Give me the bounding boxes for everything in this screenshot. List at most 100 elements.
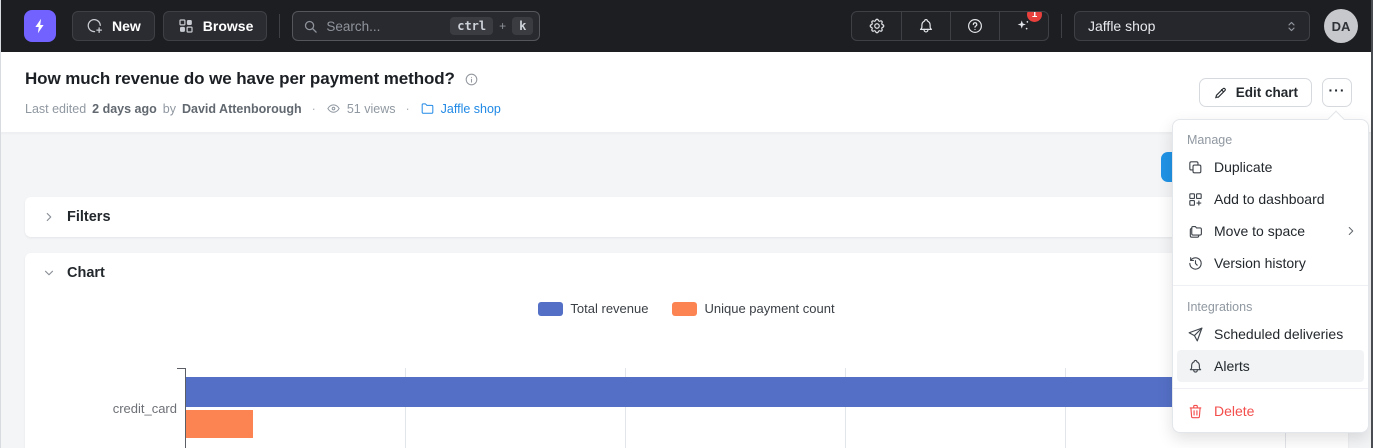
kbd-k: k (512, 17, 534, 35)
menu-item-label: Version history (1214, 255, 1306, 271)
page-meta: Last edited 2 days ago by David Attenbor… (25, 101, 501, 116)
gridline (1065, 368, 1066, 448)
ellipsis-icon: ··· (1328, 81, 1346, 98)
kbd-plus: + (499, 19, 507, 33)
copy-icon (1187, 159, 1204, 176)
navbar-divider (1061, 14, 1062, 38)
menu-divider (1173, 388, 1368, 389)
last-edited-prefix: Last edited (25, 101, 87, 116)
top-navbar: New Browse Search... ctrl + k (0, 0, 1373, 52)
edit-chart-label: Edit chart (1235, 85, 1298, 100)
project-select-value: Jaffle shop (1088, 18, 1156, 34)
filters-panel-label: Filters (67, 209, 111, 225)
meta-separator: · (405, 101, 410, 116)
app-logo[interactable] (24, 10, 56, 42)
folders-icon (1187, 223, 1204, 240)
screenshot-left-border (0, 0, 1, 448)
notification-badge: 1 (1027, 12, 1042, 22)
menu-item-delete[interactable]: Delete (1173, 395, 1368, 427)
page-title: How much revenue do we have per payment … (25, 69, 455, 88)
chart-panel-toggle[interactable]: Chart (25, 253, 1348, 293)
filters-panel-toggle[interactable]: Filters (25, 197, 1348, 237)
lightning-bolt-icon (31, 17, 49, 35)
chart-legend: Total revenue Unique payment count (25, 301, 1348, 316)
eye-icon (326, 101, 341, 116)
kbd-ctrl: ctrl (450, 17, 494, 35)
browse-button-label: Browse (202, 18, 254, 34)
last-edited-time: 2 days ago (92, 101, 157, 116)
legend-item-total-revenue[interactable]: Total revenue (538, 301, 648, 316)
space-link-label: Jaffle shop (440, 101, 501, 116)
navbar-divider (279, 14, 281, 38)
new-button-label: New (112, 18, 141, 34)
pencil-icon (1213, 85, 1228, 100)
legend-label: Total revenue (570, 301, 649, 316)
info-circle-icon[interactable] (464, 72, 479, 87)
menu-item-label: Delete (1214, 403, 1255, 419)
gridline (625, 368, 626, 448)
user-avatar[interactable]: DA (1324, 9, 1358, 43)
menu-item-label: Move to space (1214, 223, 1306, 239)
menu-item-alerts[interactable]: Alerts (1177, 350, 1364, 382)
filters-panel: Filters (25, 197, 1348, 237)
menu-section-manage: Manage (1187, 133, 1233, 147)
folder-icon (420, 101, 435, 116)
chevron-selector-icon (1284, 19, 1299, 34)
circle-plus-icon (86, 17, 104, 35)
menu-section-integrations: Integrations (1187, 300, 1253, 314)
ai-assistant-button[interactable]: 1 (999, 12, 1048, 40)
grid-plus-icon (1187, 191, 1204, 208)
trash-icon (1187, 403, 1204, 420)
navbar-icon-group: 1 (851, 11, 1049, 41)
menu-item-duplicate[interactable]: Duplicate (1173, 151, 1368, 183)
meta-separator: · (311, 101, 316, 116)
menu-item-label: Scheduled deliveries (1214, 326, 1344, 342)
search-input[interactable]: Search... ctrl + k (292, 11, 541, 41)
menu-item-version-history[interactable]: Version history (1173, 247, 1368, 279)
by-label: by (162, 101, 176, 116)
search-icon (303, 19, 318, 34)
navbar-right-cluster: 1 Jaffle shop DA (851, 9, 1358, 43)
search-placeholder: Search... (326, 18, 381, 34)
chart-options-menu: Manage Duplicate Add to dashboard Move t… (1172, 110, 1369, 433)
gear-icon (868, 17, 886, 35)
project-select[interactable]: Jaffle shop (1074, 11, 1310, 41)
legend-swatch-blue (538, 301, 564, 316)
views-count: 51 views (346, 101, 396, 116)
bar-total-revenue[interactable] (186, 377, 1340, 407)
menu-item-label: Add to dashboard (1214, 191, 1325, 207)
chevron-down-icon (42, 266, 56, 280)
bar-unique-payment-count[interactable] (186, 410, 253, 438)
legend-swatch-orange (672, 301, 698, 316)
question-circle-icon (966, 17, 984, 35)
gridline (405, 368, 406, 448)
notifications-button[interactable] (901, 12, 950, 40)
gridline (845, 368, 846, 448)
space-link[interactable]: Jaffle shop (420, 101, 501, 116)
edit-chart-button[interactable]: Edit chart (1198, 78, 1312, 107)
y-axis-category-label: credit_card (112, 401, 177, 416)
chart-panel-label: Chart (67, 265, 105, 281)
menu-item-label: Duplicate (1214, 159, 1273, 175)
new-button[interactable]: New (72, 11, 155, 41)
y-axis-line (185, 368, 186, 448)
bell-icon (917, 17, 935, 35)
menu-item-add-to-dashboard[interactable]: Add to dashboard (1173, 183, 1368, 215)
author-name: David Attenborough (182, 101, 302, 116)
legend-item-unique-payment-count[interactable]: Unique payment count (672, 301, 835, 316)
help-button[interactable] (950, 12, 999, 40)
bell-icon (1187, 358, 1204, 375)
menu-item-scheduled-deliveries[interactable]: Scheduled deliveries (1173, 318, 1368, 350)
menu-divider (1173, 285, 1368, 286)
chart-panel: Chart Total revenue Unique payment count… (25, 253, 1348, 448)
more-options-button[interactable]: ··· (1322, 78, 1352, 107)
layout-grid-icon (177, 17, 195, 35)
menu-item-move-to-space[interactable]: Move to space (1173, 215, 1368, 247)
y-axis-tick (177, 368, 185, 369)
menu-item-label: Alerts (1214, 358, 1250, 374)
paper-plane-icon (1187, 326, 1204, 343)
settings-button[interactable] (852, 12, 901, 40)
sparkles-icon (1015, 17, 1033, 35)
screenshot-right-border (1371, 0, 1373, 448)
browse-button[interactable]: Browse (162, 11, 268, 41)
